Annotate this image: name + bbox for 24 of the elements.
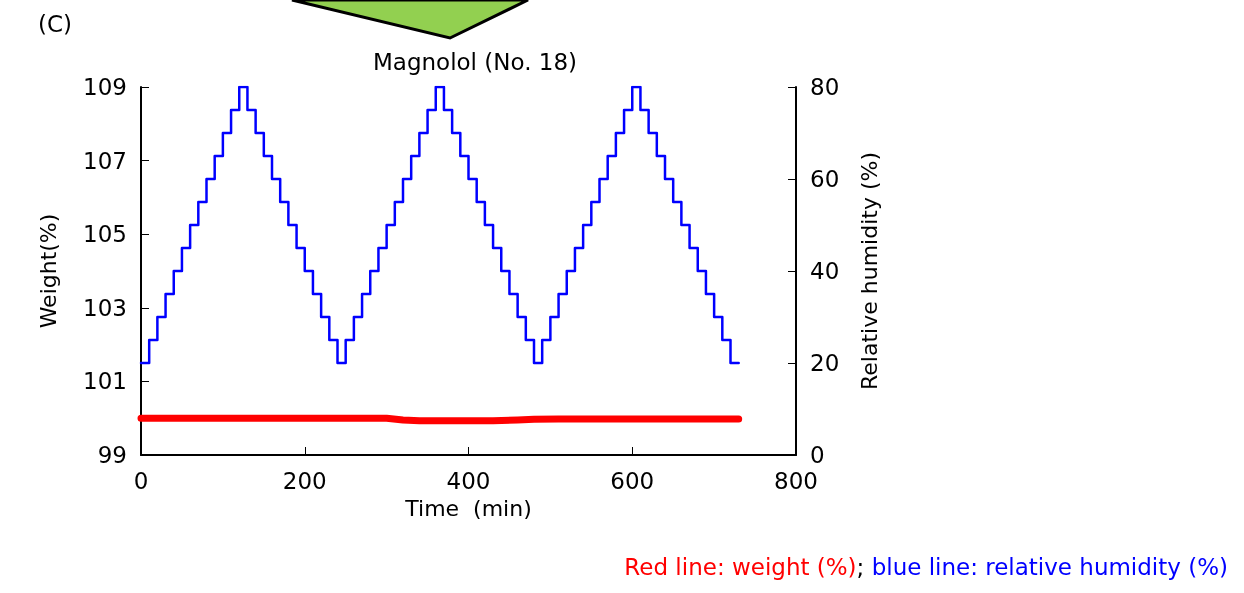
y-tick-label: 105 [83, 221, 127, 248]
x-axis-title: Time (min) [404, 495, 532, 521]
x-tick-label: 200 [282, 467, 327, 494]
text: (C) [38, 10, 73, 37]
y-tick-label: 109 [83, 74, 127, 100]
x-tick-label: 400 [446, 467, 491, 494]
y-tick-label: 101 [83, 368, 127, 395]
text: Red line: weight (%) [624, 553, 857, 580]
x-tick-label: 600 [610, 467, 655, 494]
x-tick-label: 0 [133, 467, 149, 494]
y2-tick-label: 60 [810, 166, 840, 192]
y2-tick-label: 80 [810, 74, 840, 100]
y2-tick-label: 20 [810, 350, 840, 376]
chart-title: Magnolol (No. 18) [372, 48, 578, 75]
y-tick-label: 103 [83, 294, 127, 321]
y-axis-title: Weight(%) [35, 213, 61, 329]
y2-axis-title: Relative humidity (%) [856, 152, 882, 390]
text: ; [856, 553, 865, 580]
y2-tick-label: 40 [810, 258, 840, 284]
y2-tick-label: 0 [810, 442, 825, 468]
text: blue line: relative humidity (%) [871, 553, 1228, 580]
y-tick-label: 107 [83, 147, 127, 174]
y-tick-label: 99 [97, 442, 127, 468]
x-tick-label: 800 [774, 467, 818, 494]
